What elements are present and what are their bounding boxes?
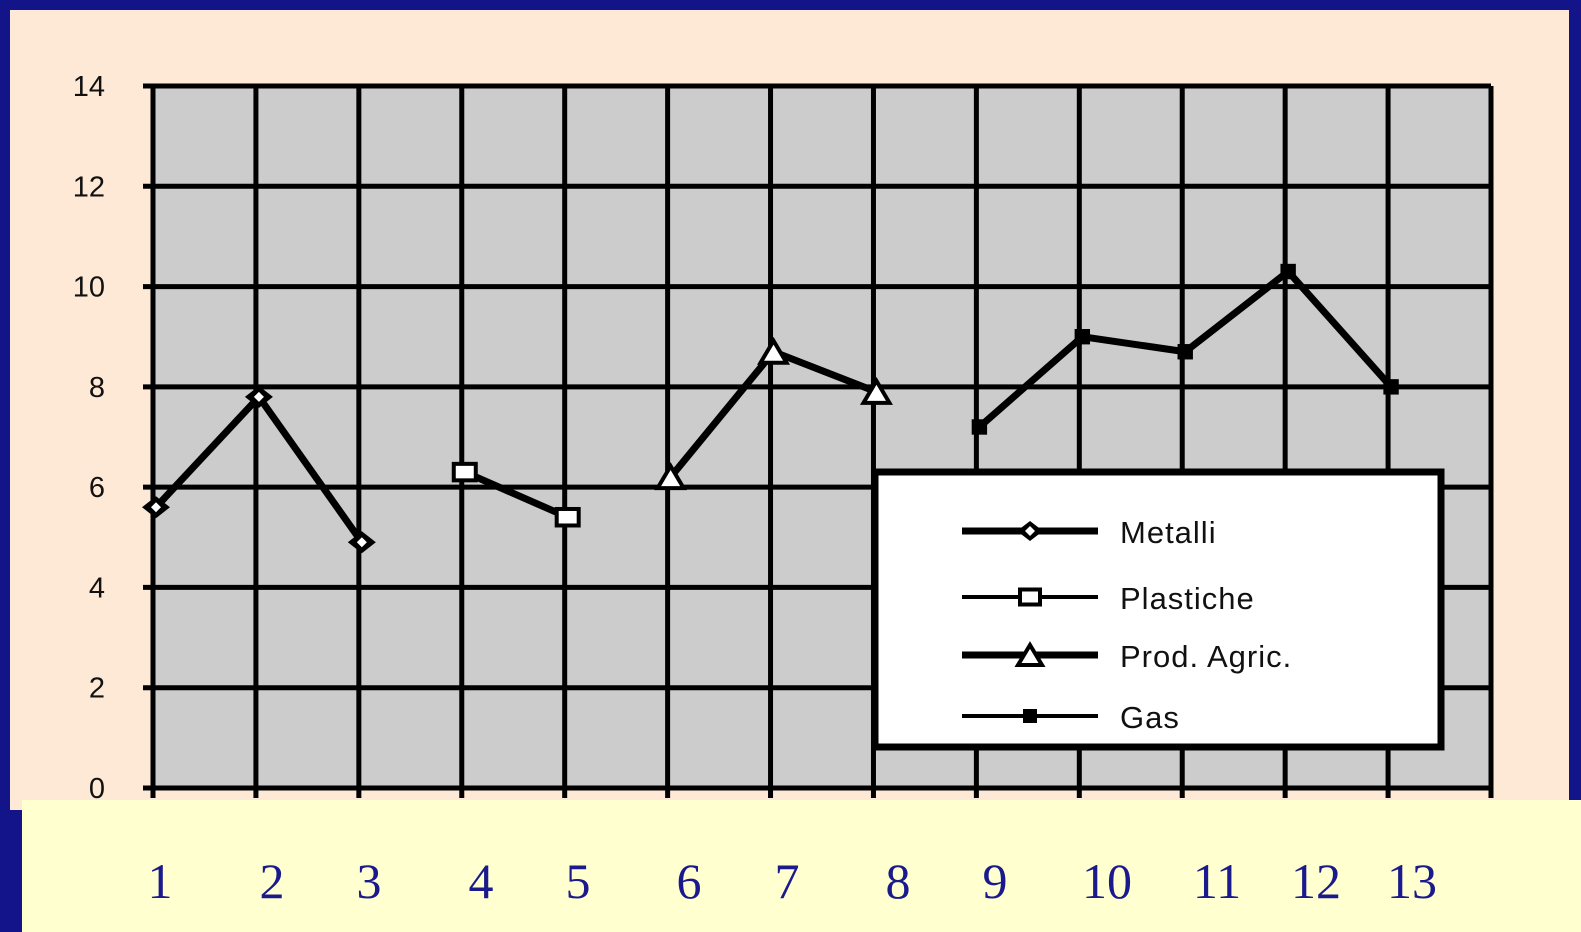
legend-label: Prod. Agric. [1120, 639, 1292, 674]
y-tick-label: 6 [89, 472, 105, 504]
series-line [463, 468, 570, 521]
series-gas [971, 263, 1399, 435]
point-marker [1280, 263, 1296, 280]
point-marker [971, 419, 988, 435]
legend-label: Metalli [1120, 515, 1217, 550]
y-tick-label: 10 [73, 272, 105, 304]
point-marker [1383, 379, 1399, 395]
point-marker [757, 336, 791, 365]
legend-item: Metalli [962, 515, 1217, 550]
x-tick-label: 6 [677, 853, 702, 909]
x-labels-panel [22, 800, 1581, 932]
y-tick-label: 14 [73, 71, 105, 103]
point-marker-hole [151, 502, 161, 513]
point-marker-hole [356, 537, 367, 548]
x-tick-label: 7 [775, 853, 800, 909]
point-marker [554, 506, 581, 528]
y-tick-label: 4 [89, 572, 105, 604]
point-marker [859, 376, 893, 405]
legend-item: Plastiche [962, 581, 1255, 616]
point-marker [1177, 344, 1193, 360]
x-tick-label: 10 [1082, 853, 1132, 909]
point-marker [1014, 641, 1046, 667]
legend-label: Gas [1120, 700, 1180, 735]
y-tick-label: 2 [89, 673, 105, 705]
series-metalli [142, 385, 376, 554]
y-tick-label: 12 [73, 171, 105, 203]
point-marker [654, 462, 688, 491]
point-marker-hole [1025, 526, 1035, 536]
x-tick-label: 8 [886, 853, 911, 909]
x-tick-label: 9 [983, 853, 1008, 909]
x-tick-label: 4 [469, 853, 494, 909]
x-tick-label: 13 [1387, 853, 1437, 909]
legend: Metalli Plastiche Prod. Agric. Gas [871, 468, 1445, 751]
series-plastiche [451, 461, 581, 528]
x-tick-label: 1 [148, 853, 173, 909]
legend-box [871, 468, 1445, 751]
legend-item: Prod. Agric. [962, 639, 1292, 674]
point-marker [1023, 709, 1037, 723]
x-tick-label: 2 [260, 853, 285, 909]
x-tick-label: 5 [566, 853, 591, 909]
point-marker [1018, 587, 1042, 607]
point-marker-hole [253, 391, 264, 402]
legend-item: Gas [962, 700, 1180, 735]
point-marker [451, 461, 478, 483]
x-tick-label: 3 [357, 853, 382, 909]
point-marker [1074, 329, 1091, 345]
x-tick-label: 12 [1291, 853, 1341, 909]
x-tick-label: 11 [1193, 853, 1241, 909]
series-prod-agric [654, 336, 893, 491]
y-tick-label: 8 [89, 372, 105, 404]
legend-label: Plastiche [1120, 581, 1255, 616]
y-tick-label: 0 [89, 773, 105, 805]
